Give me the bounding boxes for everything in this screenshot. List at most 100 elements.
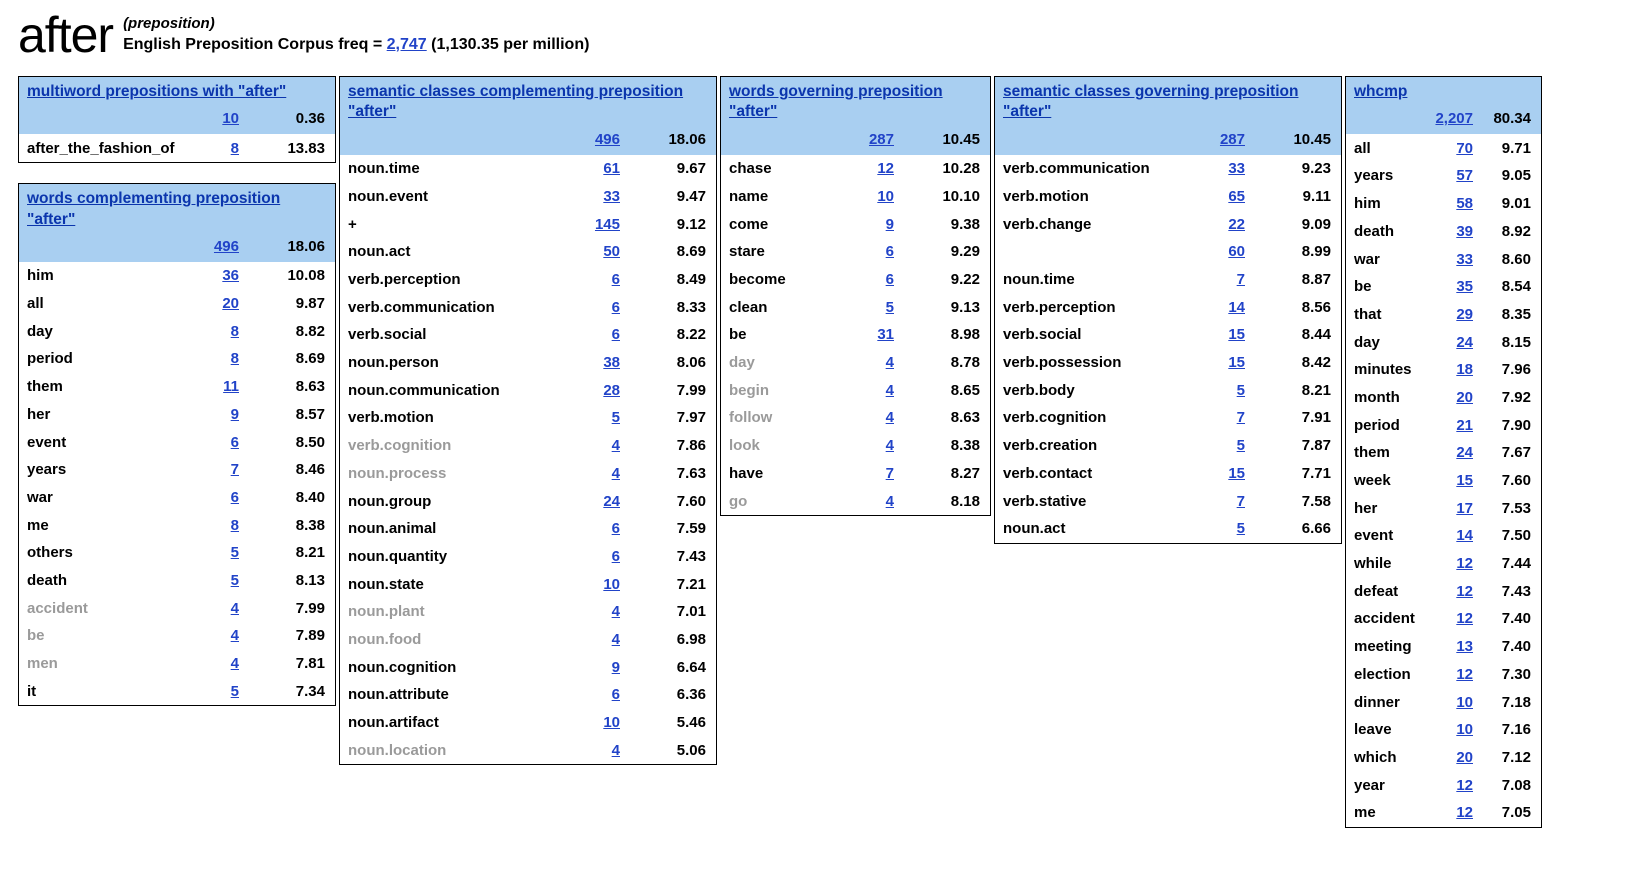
freq-link[interactable]: 12	[1456, 610, 1473, 628]
freq-link[interactable]: 70	[1456, 139, 1473, 157]
freq-link[interactable]: 21	[1456, 416, 1473, 434]
freq-link[interactable]: 4	[611, 437, 620, 455]
freq-link[interactable]: 33	[1228, 160, 1245, 178]
corpus-freq-link[interactable]: 2,747	[386, 35, 427, 53]
freq-link[interactable]: 29	[1456, 305, 1473, 323]
freq-link[interactable]: 10	[603, 714, 620, 731]
freq-link[interactable]: 12	[877, 160, 894, 178]
freq-link[interactable]: 7	[1236, 271, 1245, 288]
freq-link[interactable]: 10	[877, 187, 894, 205]
freq-link[interactable]: 4	[885, 492, 894, 510]
freq-link[interactable]: 15	[1228, 464, 1245, 482]
freq-link[interactable]: 4	[885, 354, 894, 372]
freq-link[interactable]: 6	[611, 520, 620, 538]
freq-link[interactable]: 4	[885, 381, 894, 399]
freq-link[interactable]: 12	[1456, 582, 1473, 600]
table-title-link[interactable]: multiword prepositions with "after"	[27, 83, 287, 100]
total-freq-link[interactable]: 10	[222, 110, 239, 128]
freq-link[interactable]: 9	[885, 215, 894, 233]
freq-link[interactable]: 35	[1456, 278, 1473, 296]
freq-link[interactable]: 28	[603, 381, 620, 399]
freq-link[interactable]: 20	[1456, 748, 1473, 766]
freq-link[interactable]: 65	[1228, 187, 1245, 205]
freq-link[interactable]: 60	[1228, 243, 1245, 261]
freq-link[interactable]: 17	[1456, 499, 1473, 517]
freq-link[interactable]: 6	[611, 547, 620, 565]
freq-link[interactable]: 6	[611, 326, 620, 344]
freq-link[interactable]: 7	[1236, 409, 1245, 427]
freq-link[interactable]: 14	[1456, 527, 1473, 545]
freq-link[interactable]: 145	[594, 215, 620, 233]
freq-link[interactable]: 57	[1456, 167, 1473, 185]
freq-link[interactable]: 24	[1456, 444, 1473, 462]
freq-link[interactable]: 12	[1456, 555, 1473, 573]
freq-link[interactable]: 7	[1236, 492, 1245, 510]
freq-link[interactable]: 14	[1228, 298, 1245, 316]
freq-link[interactable]: 38	[603, 354, 620, 372]
freq-link[interactable]: 4	[230, 655, 239, 673]
freq-link[interactable]: 11	[223, 378, 239, 396]
freq-link[interactable]: 31	[877, 326, 894, 344]
freq-link[interactable]: 10	[1456, 693, 1473, 711]
freq-link[interactable]: 8	[230, 322, 239, 340]
freq-link[interactable]: 12	[1456, 804, 1473, 822]
freq-link[interactable]: 4	[611, 603, 620, 621]
freq-link[interactable]: 33	[603, 187, 620, 205]
table-title-link[interactable]: words governing preposition "after"	[729, 83, 943, 121]
freq-link[interactable]: 50	[603, 243, 620, 261]
freq-link[interactable]: 6	[611, 686, 620, 704]
freq-link[interactable]: 58	[1456, 195, 1473, 213]
freq-link[interactable]: 20	[222, 295, 239, 313]
freq-link[interactable]: 5	[230, 682, 239, 700]
table-title-link[interactable]: whcmp	[1354, 83, 1408, 100]
freq-link[interactable]: 12	[1456, 776, 1473, 794]
freq-link[interactable]: 24	[1456, 333, 1473, 351]
freq-link[interactable]: 7	[885, 464, 894, 482]
freq-link[interactable]: 8	[230, 350, 239, 368]
freq-link[interactable]: 4	[611, 741, 620, 759]
freq-link[interactable]: 6	[611, 298, 620, 316]
freq-link[interactable]: 5	[611, 409, 620, 427]
freq-link[interactable]: 61	[603, 160, 620, 178]
freq-link[interactable]: 10	[1456, 721, 1473, 739]
freq-link[interactable]: 8	[230, 139, 239, 157]
table-title-link[interactable]: semantic classes complementing prepositi…	[348, 83, 684, 121]
freq-link[interactable]: 15	[1456, 472, 1473, 490]
freq-link[interactable]: 18	[1456, 361, 1473, 379]
freq-link[interactable]: 24	[603, 492, 620, 510]
freq-link[interactable]: 4	[611, 630, 620, 648]
freq-link[interactable]: 5	[230, 544, 239, 562]
freq-link[interactable]: 15	[1228, 354, 1245, 372]
freq-link[interactable]: 5	[1236, 381, 1245, 399]
freq-link[interactable]: 5	[1236, 520, 1245, 538]
freq-link[interactable]: 10	[603, 575, 620, 593]
freq-link[interactable]: 7	[230, 461, 239, 479]
freq-link[interactable]: 5	[1236, 437, 1245, 455]
freq-link[interactable]: 5	[230, 571, 239, 589]
freq-link[interactable]: 6	[885, 271, 894, 288]
freq-link[interactable]: 36	[222, 267, 239, 285]
freq-link[interactable]: 22	[1228, 215, 1245, 233]
freq-link[interactable]: 9	[230, 405, 239, 423]
freq-link[interactable]: 4	[230, 627, 239, 645]
freq-link[interactable]: 15	[1228, 326, 1245, 344]
freq-link[interactable]: 13	[1456, 638, 1473, 656]
total-freq-link[interactable]: 2,207	[1435, 110, 1473, 128]
freq-link[interactable]: 12	[1456, 665, 1473, 683]
table-title-link[interactable]: semantic classes governing preposition "…	[1003, 83, 1299, 121]
freq-link[interactable]: 6	[230, 433, 239, 451]
total-freq-link[interactable]: 496	[213, 238, 239, 256]
freq-link[interactable]: 20	[1456, 388, 1473, 406]
freq-link[interactable]: 6	[611, 271, 620, 288]
freq-link[interactable]: 8	[230, 516, 239, 534]
total-freq-link[interactable]: 287	[868, 130, 894, 148]
freq-link[interactable]: 39	[1456, 222, 1473, 240]
freq-link[interactable]: 4	[885, 437, 894, 455]
freq-link[interactable]: 5	[885, 298, 894, 316]
freq-link[interactable]: 6	[885, 243, 894, 261]
freq-link[interactable]: 33	[1456, 250, 1473, 268]
total-freq-link[interactable]: 287	[1219, 130, 1245, 148]
freq-link[interactable]: 6	[230, 488, 239, 506]
table-title-link[interactable]: words complementing preposition "after"	[27, 190, 281, 228]
freq-link[interactable]: 4	[230, 599, 239, 617]
